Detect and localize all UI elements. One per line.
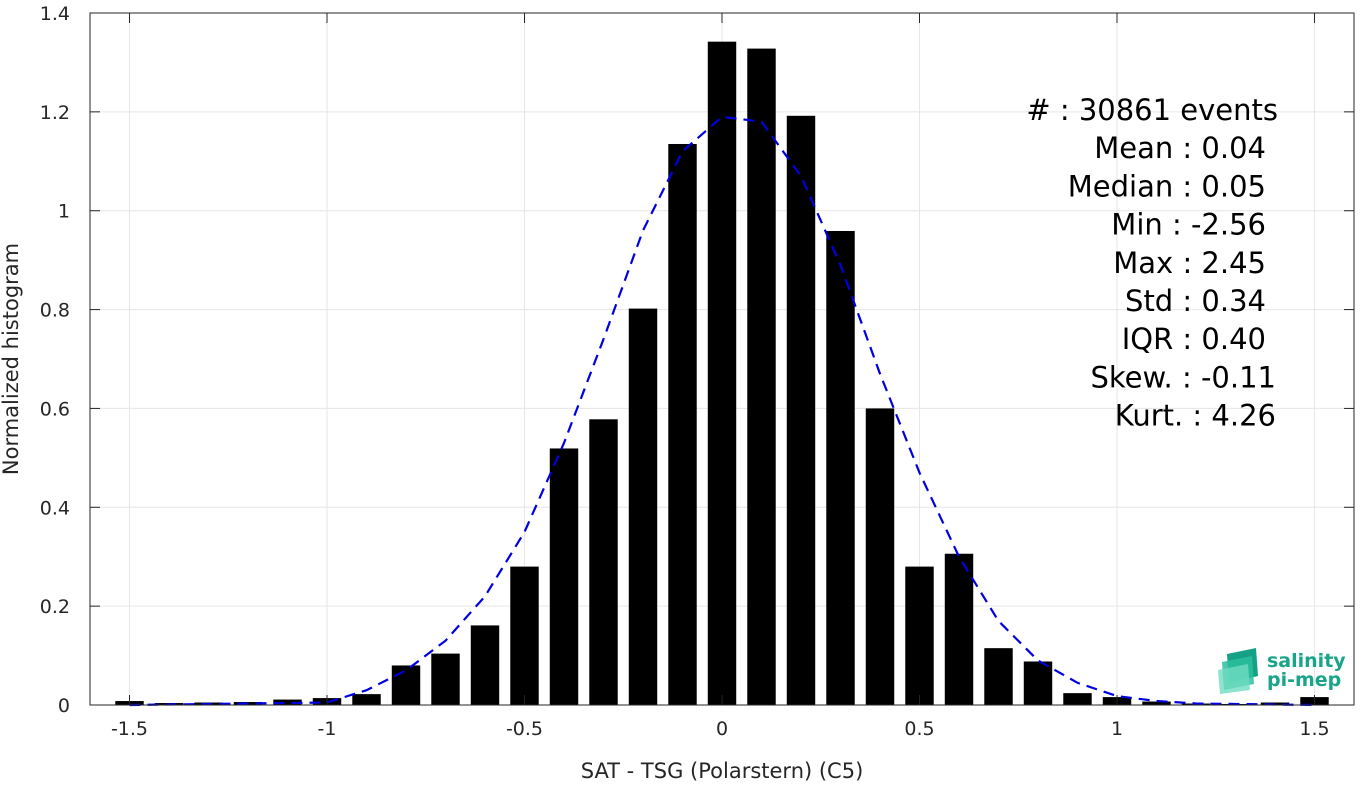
y-tick-label: 0.6 — [40, 398, 70, 420]
stat-line: IQR : 0.40 — [1122, 322, 1266, 356]
tick-labels-layer: -1.5 -1 -0.5 0 0.5 1 1.5 0 0.2 0.4 0.6 0.8 1 1.2 1.4 — [40, 3, 1330, 740]
x-tick-label: 1 — [1111, 718, 1123, 740]
histogram-bar — [549, 448, 579, 705]
histogram-bar — [470, 625, 500, 705]
y-tick-label: 0.2 — [40, 596, 70, 618]
y-axis-title: Normalized histogram — [0, 243, 23, 475]
x-tick-label: 1.5 — [1299, 718, 1329, 740]
stat-line: Std : 0.34 — [1125, 284, 1266, 318]
histogram-bar — [352, 694, 381, 705]
histogram-bar — [707, 41, 737, 705]
histogram-bar — [1142, 701, 1171, 705]
x-tick-label: -1 — [318, 718, 337, 740]
x-tick-label: 0 — [716, 718, 728, 740]
axes-layer — [89, 12, 1355, 706]
logo-mark-icon — [1218, 648, 1258, 694]
histogram-bar — [273, 699, 302, 705]
histogram-bar — [865, 408, 895, 705]
histogram-bar — [668, 143, 697, 705]
x-axis-title: SAT - TSG (Polarstern) (C5) — [581, 759, 864, 783]
y-tick-label: 1 — [58, 201, 70, 223]
histogram-bar — [391, 665, 421, 705]
x-tick-label: -1.5 — [111, 718, 148, 740]
logo-text-line1: salinity — [1267, 650, 1346, 672]
y-tick-label: 0 — [58, 695, 70, 717]
histogram-bar — [589, 419, 618, 705]
stat-line: Min : -2.56 — [1111, 208, 1266, 242]
histogram-bar — [510, 566, 539, 705]
histogram-bar — [944, 553, 974, 705]
histogram-bar — [984, 648, 1013, 705]
stat-line: Max : 2.45 — [1113, 246, 1266, 280]
x-tick-label: 0.5 — [904, 718, 934, 740]
stat-line: Skew. : -0.11 — [1090, 360, 1276, 394]
histogram-bar — [1063, 693, 1092, 705]
gaussian-fit-curve — [129, 115, 1315, 707]
histogram-bar — [905, 566, 934, 705]
stat-line: Mean : 0.04 — [1094, 131, 1266, 165]
stat-line: Kurt. : 4.26 — [1115, 399, 1276, 433]
histogram-bar — [1023, 661, 1053, 705]
stat-line: # : 30861 events — [1026, 93, 1278, 127]
histogram-bar — [628, 308, 658, 705]
histogram-bar — [747, 48, 776, 706]
fit-curve-layer — [129, 115, 1315, 707]
x-tick-label: -0.5 — [506, 718, 543, 740]
stats-box: # : 30861 events Mean : 0.04 Median : 0.05… — [1026, 93, 1278, 433]
salinity-pi-mep-logo: salinity pi-mep — [1218, 648, 1346, 694]
stat-line: Median : 0.05 — [1068, 169, 1266, 203]
histogram-bar — [826, 230, 855, 706]
y-tick-label: 1.4 — [40, 3, 70, 25]
histogram-bar — [786, 115, 816, 706]
bars-layer — [115, 41, 1329, 706]
logo-text-line2: pi-mep — [1267, 669, 1341, 691]
histogram-bar — [431, 653, 460, 705]
y-tick-label: 1.2 — [40, 102, 70, 124]
y-tick-label: 0.4 — [40, 497, 70, 519]
y-tick-label: 0.8 — [40, 300, 70, 322]
